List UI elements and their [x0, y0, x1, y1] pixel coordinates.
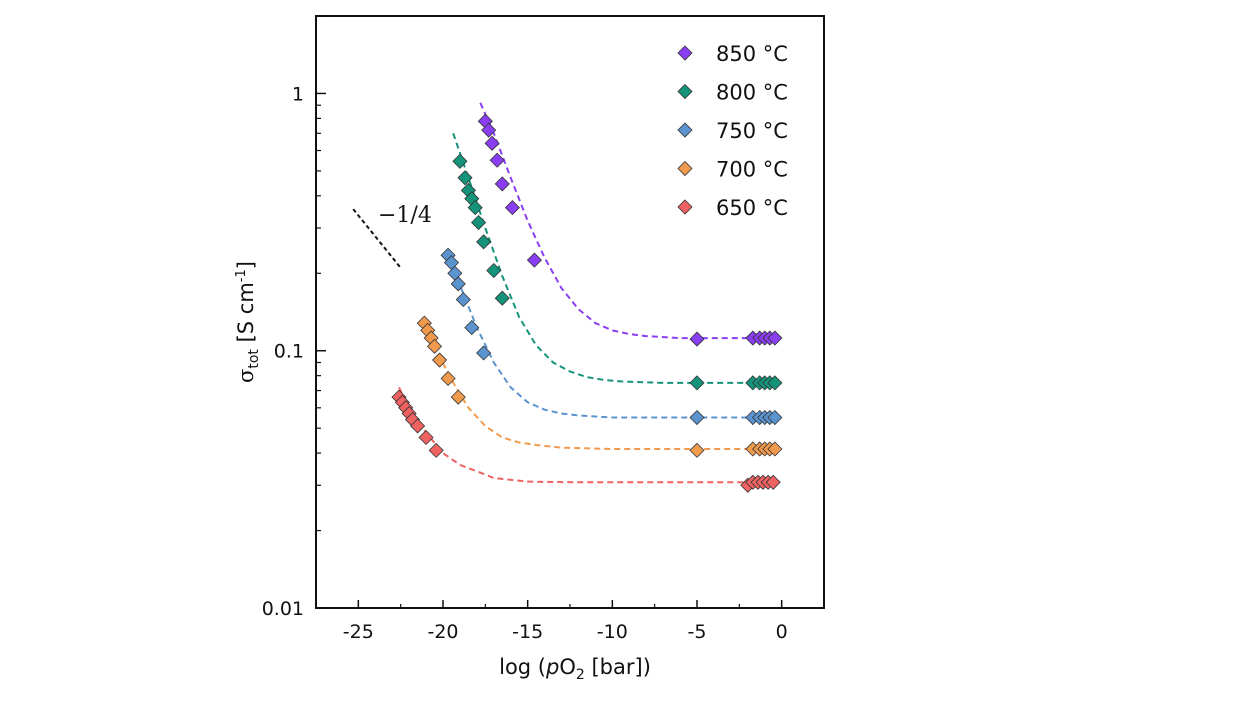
legend-marker — [677, 45, 693, 61]
plot-frame — [315, 15, 825, 609]
data-point — [464, 320, 480, 336]
fit-curve — [421, 316, 775, 450]
data-point — [470, 214, 487, 231]
data-point — [457, 170, 473, 186]
x-tick-label: 0 — [776, 621, 788, 643]
legend-marker — [677, 122, 693, 138]
data-point — [489, 152, 505, 168]
data-point — [767, 330, 783, 346]
data-point — [767, 441, 783, 457]
fit-curve — [445, 250, 775, 419]
data-point — [476, 234, 492, 250]
legend-label: 800 °C — [716, 81, 788, 105]
legend-marker — [677, 199, 693, 215]
legend-marker — [677, 160, 693, 177]
legend-label: 650 °C — [716, 196, 788, 220]
data-point — [432, 352, 448, 368]
data-point — [767, 409, 783, 426]
y-tick-label: 1 — [292, 83, 304, 105]
data-point — [689, 409, 705, 426]
data-points — [391, 113, 783, 493]
x-tick-label: -20 — [427, 621, 458, 643]
y-tick-label: 0.01 — [262, 598, 304, 620]
data-point — [452, 153, 468, 169]
legend-label: 750 °C — [716, 119, 788, 143]
slope-indicator-line — [352, 208, 402, 269]
x-axis-title: log (pO2 [bar]) — [499, 655, 651, 683]
data-point — [481, 122, 497, 138]
legend-marker — [677, 83, 693, 100]
data-point — [504, 200, 520, 216]
fit-curve — [452, 132, 775, 384]
y-axis-ticks: 0.01 0.1 1 — [262, 15, 326, 620]
data-point — [494, 176, 510, 192]
x-axis-ticks: -25 -20 -15 -10 -5 0 — [315, 600, 825, 643]
data-point — [484, 135, 500, 151]
data-point — [767, 375, 783, 391]
legend-label: 850 °C — [716, 42, 788, 66]
data-point — [450, 389, 466, 405]
data-point — [486, 262, 502, 279]
data-point — [765, 474, 781, 490]
y-axis-title: σtot [S cm-1] — [234, 261, 262, 383]
data-point — [455, 292, 471, 308]
data-point — [476, 345, 492, 361]
data-point — [689, 375, 705, 391]
x-tick-label: -15 — [512, 621, 543, 643]
data-point — [450, 276, 466, 292]
data-point — [689, 442, 705, 458]
legend-label: 700 °C — [716, 158, 788, 182]
data-point — [426, 338, 443, 354]
data-point — [689, 331, 705, 347]
data-point — [410, 418, 426, 434]
slope-annotation: −1/4 — [378, 203, 432, 228]
data-point — [418, 429, 434, 446]
data-point — [526, 252, 543, 268]
data-point — [440, 370, 456, 387]
y-tick-label: 0.1 — [274, 341, 304, 363]
x-tick-label: -10 — [597, 621, 628, 643]
x-tick-label: -25 — [343, 621, 374, 643]
legend: 850 °C 800 °C 750 °C 700 °C 650 °C — [677, 42, 788, 220]
data-point — [494, 290, 510, 306]
data-point — [467, 200, 483, 216]
data-point — [428, 442, 444, 458]
x-tick-label: -5 — [688, 621, 707, 643]
